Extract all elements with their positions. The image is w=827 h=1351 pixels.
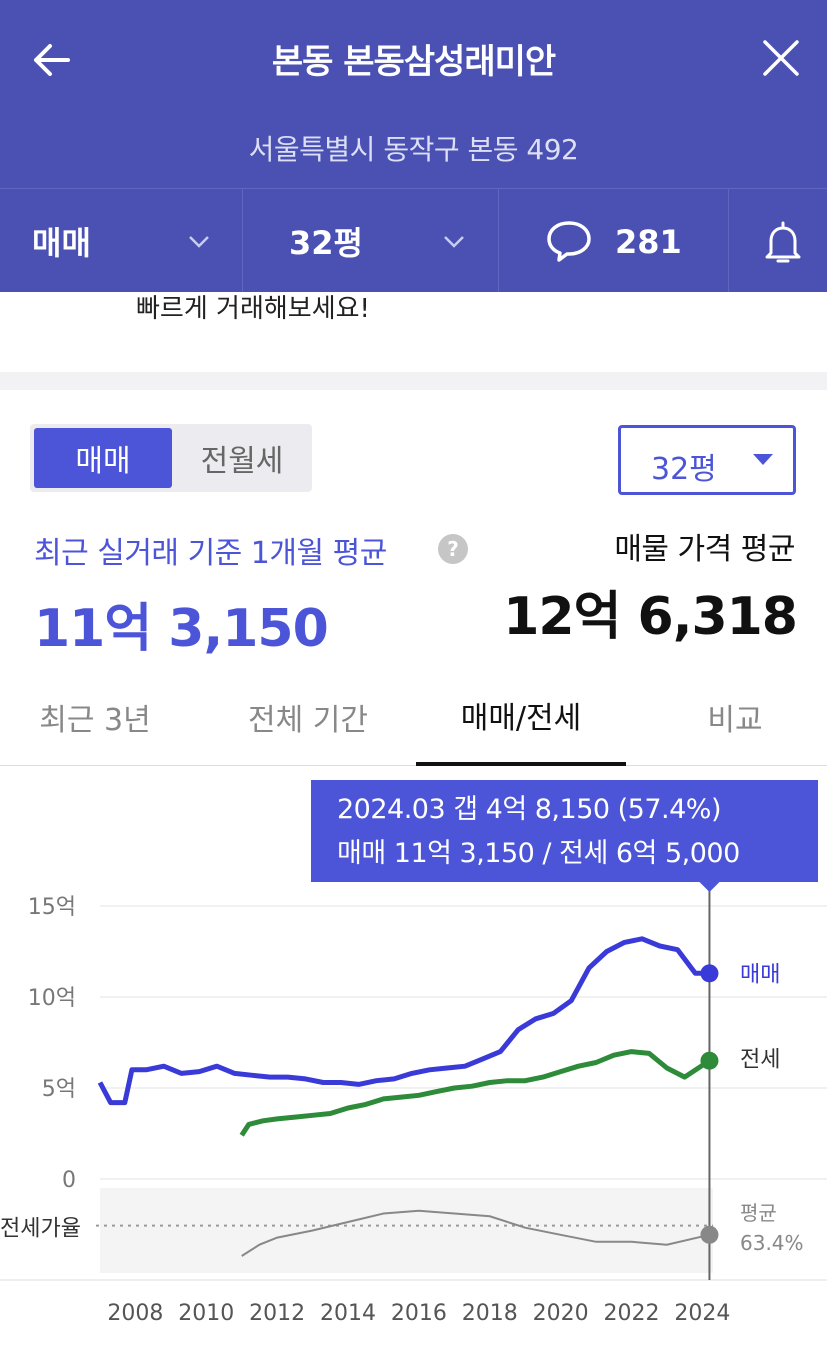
x-tick-label: 2024 (674, 1301, 730, 1326)
tab-compare[interactable]: 비교 (707, 703, 763, 738)
segment-sale[interactable]: 매매 (34, 428, 172, 488)
period-tabs: 최근 3년 전체 기간 매매/전세 비교 (0, 668, 827, 766)
caret-down-icon (753, 454, 773, 465)
chart-tooltip: 2024.03 갭 4억 8,150 (57.4%) 매매 11억 3,150 … (311, 780, 818, 882)
x-tick-label: 2018 (462, 1301, 518, 1326)
header: 본동 본동삼성래미안 서울특별시 동작구 본동 492 매매 32평 281 (0, 0, 827, 293)
tooltip-price-line: 매매 11억 3,150 / 전세 6억 5,000 (337, 838, 740, 869)
trade-segment-control: 매매 전월세 (30, 424, 312, 492)
trade-type-label: 매매 (32, 224, 91, 262)
y-tick-label: 15억 (28, 895, 76, 920)
y-tick-label: 10억 (28, 986, 76, 1011)
recent-average-label: 최근 실거래 기준 1개월 평균 (34, 536, 387, 571)
segment-jeonse[interactable]: 전월세 (200, 444, 284, 479)
ratio-axis-label: 전세가율 (0, 1217, 81, 1242)
ratio-average-value: 63.4% (740, 1231, 804, 1255)
ratio-series-line (241, 1209, 710, 1257)
address: 서울특별시 동작구 본동 492 (248, 133, 579, 166)
page-title: 본동 본동삼성래미안 (271, 42, 556, 82)
size-select-value: 32평 (651, 452, 717, 487)
comment-count: 281 (615, 223, 682, 261)
ratio-average-label: 평균 (740, 1201, 777, 1225)
jeonse-endpoint-marker (700, 1051, 719, 1070)
y-tick-label: 5억 (42, 1077, 76, 1102)
tab-recent-3y[interactable]: 최근 3년 (39, 703, 151, 738)
notification-button[interactable] (729, 189, 827, 293)
filter-bar: 매매 32평 281 (0, 188, 827, 293)
recent-average-price: 11억 3,150 (34, 599, 329, 659)
sale-endpoint-marker (700, 964, 719, 983)
size-label: 32평 (289, 224, 363, 262)
promo-banner: 빠르게 거래해보세요! (0, 292, 827, 372)
ratio-band (100, 1188, 713, 1273)
listing-average-price: 12억 6,318 (503, 587, 798, 647)
jeonse-series-label: 전세 (740, 1048, 780, 1073)
back-arrow-icon[interactable] (28, 36, 76, 84)
x-tick-label: 2022 (604, 1301, 660, 1326)
trade-type-dropdown[interactable]: 매매 (0, 189, 243, 293)
tooltip-pointer (699, 882, 720, 892)
sale-series-line (97, 936, 710, 1106)
y-tick-label: 0 (62, 1168, 76, 1193)
ratio-endpoint-marker (700, 1225, 719, 1244)
x-tick-label: 2012 (249, 1301, 305, 1326)
jeonse-series-line (239, 1049, 711, 1137)
chat-bubble-icon (547, 221, 591, 262)
size-select[interactable]: 32평 (618, 425, 796, 495)
tab-sale-jeonse[interactable]: 매매/전세 (416, 668, 626, 766)
size-dropdown[interactable]: 32평 (243, 189, 499, 293)
chart-svg: 15억 10억 5억 0 2008 2010 2012 2014 2016 2018 2020 202… (0, 882, 827, 1326)
bell-icon (765, 221, 801, 263)
chevron-down-icon (444, 236, 464, 248)
help-icon[interactable]: ? (438, 534, 468, 564)
tab-all-period[interactable]: 전체 기간 (248, 703, 368, 738)
section-divider (0, 372, 827, 390)
tooltip-gap-line: 2024.03 갭 4억 8,150 (57.4%) (337, 794, 721, 825)
chevron-down-icon (189, 236, 209, 248)
x-tick-label: 2010 (178, 1301, 234, 1326)
price-chart: 15억 10억 5억 0 2008 2010 2012 2014 2016 2018 2020 202… (0, 768, 827, 1351)
close-icon[interactable] (761, 36, 801, 80)
listing-average-label: 매물 가격 평균 (614, 532, 795, 567)
x-tick-label: 2020 (533, 1301, 589, 1326)
x-tick-label: 2008 (107, 1301, 163, 1326)
sale-series-label: 매매 (740, 962, 780, 987)
comments-button[interactable]: 281 (499, 189, 729, 293)
x-tick-label: 2016 (391, 1301, 447, 1326)
promo-text: 빠르게 거래해보세요! (136, 294, 370, 324)
x-tick-label: 2014 (320, 1301, 376, 1326)
